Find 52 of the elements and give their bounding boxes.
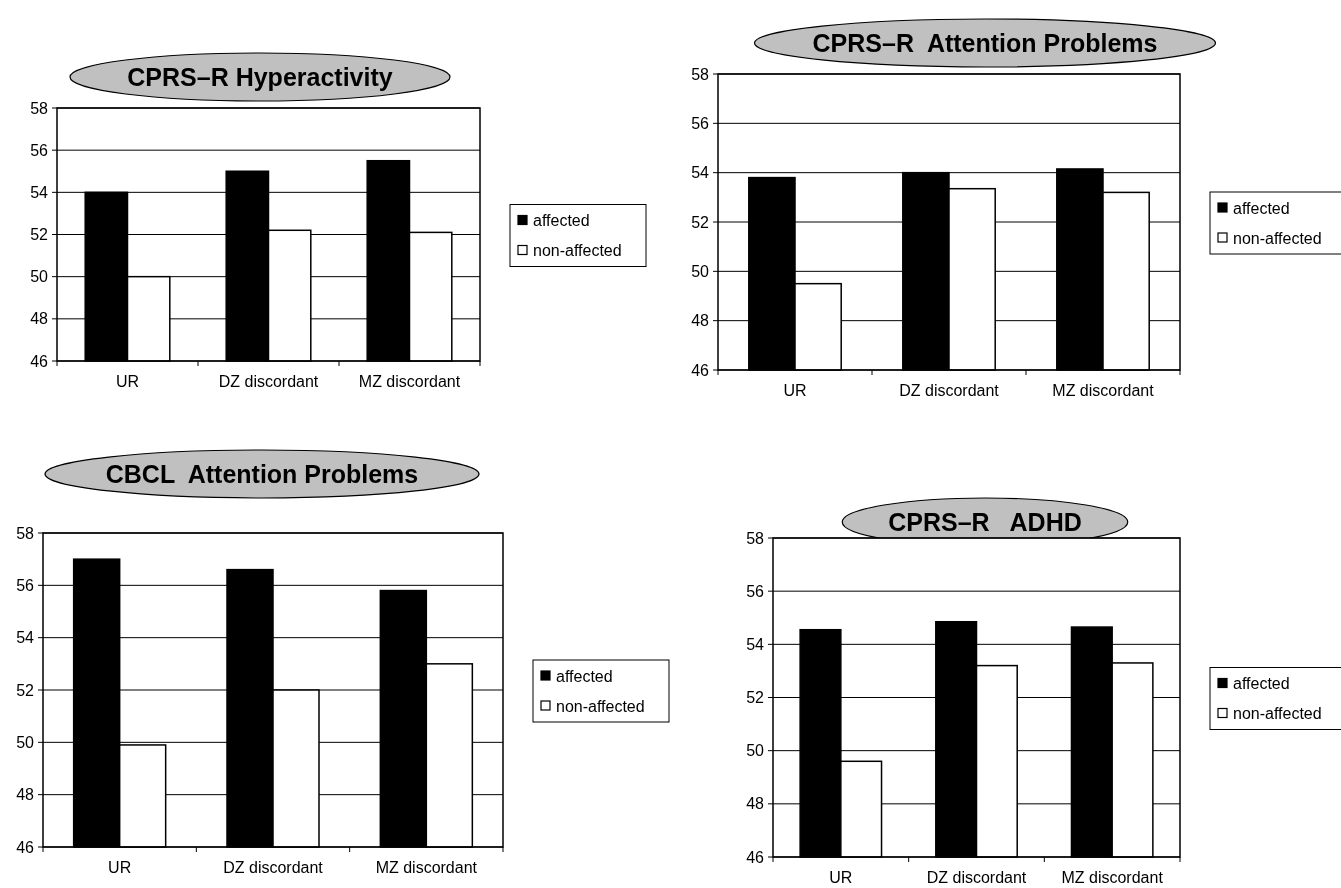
chart-title: CPRS–R Hyperactivity [127, 63, 393, 91]
y-tick-label: 58 [30, 99, 49, 117]
chart-title: CPRS–R Attention Problems [812, 29, 1158, 57]
y-tick-label: 54 [16, 629, 35, 647]
x-tick-label: MZ discordant [375, 859, 478, 876]
y-tick-label: 52 [16, 681, 35, 699]
y-tick-label: 46 [691, 361, 710, 379]
x-tick-label: MZ discordant [358, 373, 461, 390]
y-tick-label: 52 [691, 213, 710, 231]
y-tick-label: 50 [691, 262, 710, 280]
y-tick-label: 48 [691, 312, 710, 330]
x-tick-label: DZ discordant [223, 859, 324, 876]
y-tick-label: 46 [30, 352, 49, 370]
y-tick-label: 46 [746, 848, 765, 866]
legend-label: affected [1233, 199, 1290, 217]
legend-label: non-affected [1233, 705, 1322, 723]
y-tick-label: 48 [30, 310, 49, 328]
x-tick-label: MZ discordant [1052, 382, 1155, 399]
y-tick-label: 50 [746, 742, 765, 760]
legend-label: non-affected [533, 242, 622, 260]
y-tick-label: 50 [30, 268, 49, 286]
y-tick-label: 56 [746, 582, 765, 600]
y-tick-label: 54 [691, 164, 710, 182]
y-tick-label: 46 [16, 838, 35, 856]
y-tick-label: 52 [30, 226, 49, 244]
y-tick-label: 54 [30, 183, 49, 201]
legend-label: affected [556, 667, 613, 685]
x-tick-label: UR [829, 869, 853, 886]
y-tick-label: 56 [691, 114, 710, 132]
x-tick-label: DZ discordant [218, 373, 319, 390]
chart-title: CBCL Attention Problems [105, 460, 419, 488]
y-tick-label: 48 [16, 786, 35, 804]
x-tick-label: DZ discordant [926, 869, 1027, 886]
legend-label: non-affected [556, 697, 645, 715]
y-tick-label: 56 [30, 141, 49, 159]
y-tick-label: 58 [691, 65, 710, 83]
y-tick-label: 50 [16, 733, 35, 751]
legend-label: non-affected [1233, 229, 1322, 247]
chart-title: CPRS–R ADHD [888, 508, 1082, 536]
legend-label: affected [1233, 675, 1290, 693]
y-tick-label: 58 [746, 529, 765, 547]
y-tick-label: 54 [746, 635, 765, 653]
y-tick-label: 58 [16, 524, 35, 542]
x-tick-label: UR [108, 859, 132, 876]
x-tick-label: UR [115, 373, 140, 390]
x-tick-label: DZ discordant [899, 382, 1000, 399]
y-tick-label: 52 [746, 689, 765, 707]
x-tick-label: MZ discordant [1061, 869, 1164, 886]
y-tick-label: 48 [746, 795, 765, 813]
y-tick-label: 56 [16, 576, 35, 594]
x-tick-label: UR [783, 382, 807, 399]
legend-label: affected [533, 212, 590, 230]
